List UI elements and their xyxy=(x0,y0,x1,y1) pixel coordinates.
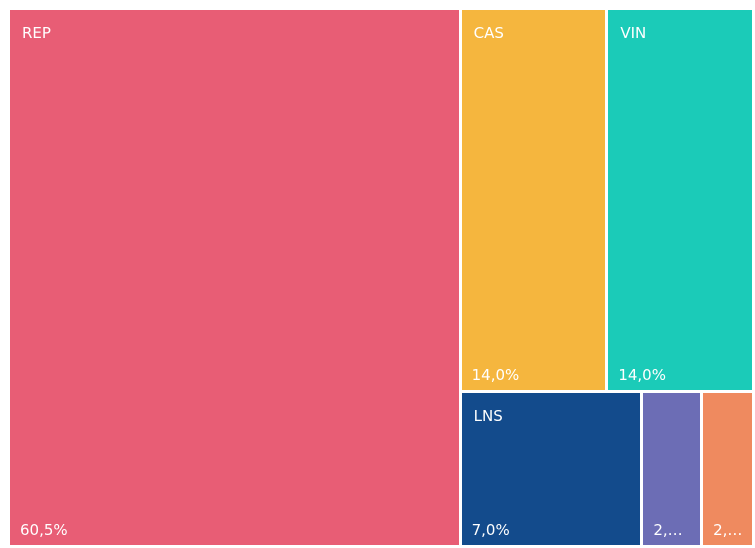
tile xyxy=(643,393,701,545)
tile-name: REP xyxy=(22,24,51,42)
tile-name: CAS xyxy=(473,24,504,42)
tile-name: LNS xyxy=(473,407,503,426)
tile-value: 2,… xyxy=(653,521,683,539)
tile-value: 14,0% xyxy=(618,366,666,385)
tile xyxy=(461,10,606,391)
tile xyxy=(461,393,641,545)
tile-value: 60,5% xyxy=(20,521,68,539)
tile xyxy=(608,10,752,391)
tile-name: VIN xyxy=(620,24,647,42)
tile-value: 7,0% xyxy=(471,521,510,539)
tile xyxy=(10,10,459,545)
tile-value: 2,… xyxy=(713,521,743,539)
tile-value: 14,0% xyxy=(471,366,520,385)
tile xyxy=(703,393,752,545)
